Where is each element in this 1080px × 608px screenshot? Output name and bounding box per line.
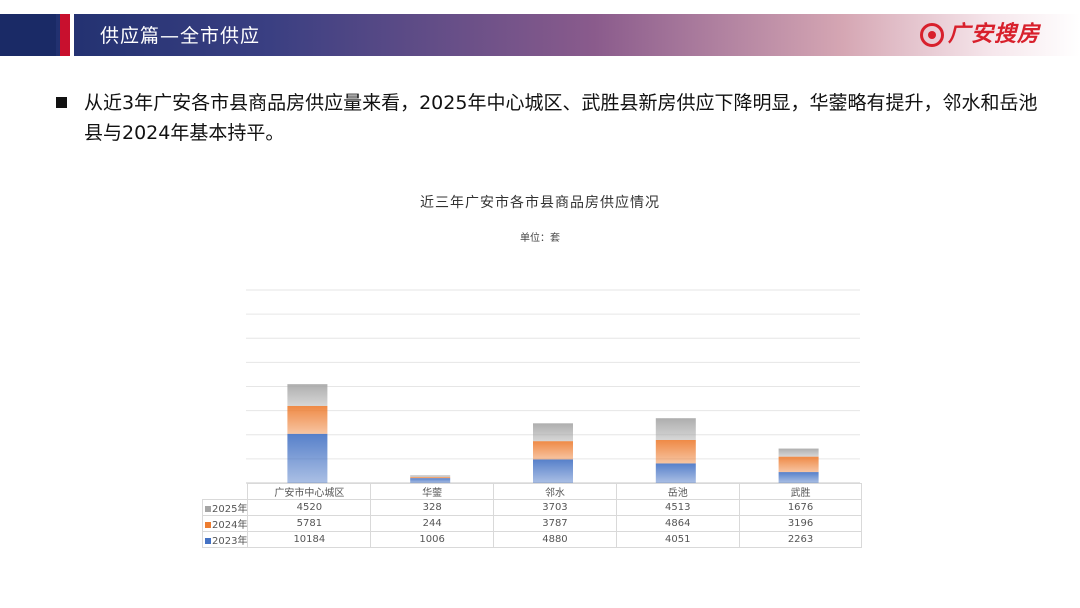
bar-2025年-武胜	[778, 448, 819, 457]
table-row: 2023年 10184 1006 4880 4051 2263	[201, 531, 863, 548]
category-label: 广安市中心城区	[247, 483, 372, 500]
bar-2023年-岳池	[655, 463, 696, 483]
bar-2025年-华蓥	[410, 475, 451, 477]
header-accent-blocks	[0, 14, 80, 56]
table-row: 2025年 4520 328 3703 4513 1676	[201, 499, 863, 516]
data-value: 4864	[615, 515, 740, 532]
bar-2023年-广安市中心城区	[287, 433, 328, 483]
bar-2024年-广安市中心城区	[287, 405, 328, 434]
series-label: 2024年	[201, 515, 249, 532]
bar-2024年-华蓥	[410, 476, 451, 479]
data-value: 244	[370, 515, 495, 532]
table-row: 2024年 5781 244 3787 4864 3196	[201, 515, 863, 532]
bullet-square-icon	[56, 97, 67, 108]
series-label: 2025年	[201, 499, 249, 516]
bar-2024年-武胜	[778, 456, 819, 473]
category-label: 华蓥	[370, 483, 495, 500]
legend-swatch	[205, 506, 211, 512]
brand-logo: 广安搜房	[916, 19, 1066, 51]
data-value: 328	[370, 499, 495, 516]
page-title: 供应篇—全市供应	[100, 25, 261, 47]
data-value: 10184	[247, 531, 372, 548]
category-label: 岳池	[615, 483, 740, 500]
chart-unit: 单位：套	[520, 233, 560, 244]
logo-text: 广安搜房	[948, 22, 1041, 47]
data-value: 2263	[738, 531, 863, 548]
chart-data-table: 广安市中心城区 华蓥 邻水 岳池 武胜 2025年 4520 328 3703 4513 1676 2…	[201, 483, 863, 548]
data-value: 4513	[615, 499, 740, 516]
data-value: 1006	[370, 531, 495, 548]
data-value: 4051	[615, 531, 740, 548]
data-value: 4880	[493, 531, 617, 548]
data-value: 5781	[247, 515, 372, 532]
bar-2025年-广安市中心城区	[287, 384, 328, 406]
data-value: 3196	[738, 515, 863, 532]
data-value: 3787	[493, 515, 617, 532]
header-band	[0, 14, 1080, 56]
series-label: 2023年	[201, 531, 249, 548]
bar-2023年-武胜	[778, 472, 819, 483]
chart-title: 近三年广安市各市县商品房供应情况	[420, 195, 660, 211]
bar-2023年-邻水	[533, 459, 573, 483]
bar-2024年-岳池	[655, 439, 696, 464]
legend-swatch	[205, 538, 211, 544]
bar-2025年-邻水	[533, 423, 573, 442]
bar-2024年-邻水	[533, 441, 573, 460]
data-value: 4520	[247, 499, 372, 516]
summary-text: 从近3年广安各市县商品房供应量来看，2025年中心城区、武胜县新房供应下降明显，…	[84, 92, 1038, 144]
legend-swatch	[205, 522, 211, 528]
bar-2023年-华蓥	[410, 478, 451, 483]
logo-mark-icon	[920, 23, 944, 47]
category-label: 邻水	[493, 483, 617, 500]
data-value: 1676	[738, 499, 863, 516]
bar-2025年-岳池	[655, 418, 696, 440]
category-label: 武胜	[738, 483, 863, 500]
data-value: 3703	[493, 499, 617, 516]
table-corner	[202, 483, 249, 500]
